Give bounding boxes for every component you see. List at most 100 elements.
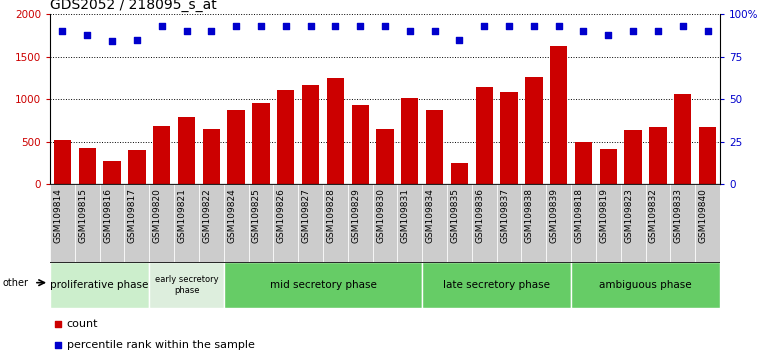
- Text: other: other: [2, 278, 28, 288]
- Text: GSM109818: GSM109818: [574, 188, 584, 243]
- Bar: [695, 184, 720, 262]
- Point: [156, 23, 168, 29]
- Bar: [600, 149, 617, 184]
- Text: GSM109823: GSM109823: [624, 188, 633, 243]
- Text: late secretory phase: late secretory phase: [444, 280, 550, 290]
- Text: GSM109835: GSM109835: [450, 188, 460, 243]
- Text: GDS2052 / 218095_s_at: GDS2052 / 218095_s_at: [50, 0, 217, 12]
- Point: [403, 28, 416, 34]
- Bar: [253, 103, 270, 184]
- Bar: [422, 262, 571, 308]
- Bar: [125, 184, 149, 262]
- Bar: [103, 161, 121, 184]
- Bar: [521, 184, 546, 262]
- Text: GSM109829: GSM109829: [351, 188, 360, 243]
- Bar: [674, 94, 691, 184]
- Bar: [621, 184, 645, 262]
- Text: GSM109839: GSM109839: [550, 188, 559, 243]
- Text: GSM109826: GSM109826: [276, 188, 286, 243]
- Point: [578, 28, 590, 34]
- Text: GSM109831: GSM109831: [401, 188, 410, 243]
- Point: [428, 28, 440, 34]
- Text: mid secretory phase: mid secretory phase: [270, 280, 377, 290]
- Point: [677, 23, 689, 29]
- Bar: [326, 78, 344, 184]
- Bar: [352, 105, 369, 184]
- Text: GSM109822: GSM109822: [203, 188, 211, 243]
- Bar: [624, 130, 641, 184]
- Point: [379, 23, 391, 29]
- Bar: [224, 262, 422, 308]
- Point: [205, 28, 217, 34]
- Text: GSM109814: GSM109814: [53, 188, 62, 243]
- Text: early secretory
phase: early secretory phase: [155, 275, 219, 295]
- Point: [627, 28, 639, 34]
- Bar: [500, 92, 517, 184]
- Bar: [203, 129, 220, 184]
- Text: GSM109834: GSM109834: [426, 188, 434, 243]
- Bar: [249, 184, 273, 262]
- Text: GSM109819: GSM109819: [599, 188, 608, 243]
- Text: GSM109815: GSM109815: [79, 188, 87, 243]
- Bar: [323, 184, 348, 262]
- Bar: [50, 184, 75, 262]
- Point: [106, 39, 119, 44]
- Bar: [397, 184, 422, 262]
- Point: [180, 28, 192, 34]
- Bar: [99, 184, 125, 262]
- Bar: [525, 77, 543, 184]
- Point: [52, 321, 64, 327]
- Point: [280, 23, 292, 29]
- Bar: [671, 184, 695, 262]
- Text: GSM109833: GSM109833: [674, 188, 683, 243]
- Bar: [699, 127, 716, 184]
- Bar: [178, 117, 196, 184]
- Bar: [649, 127, 667, 184]
- Bar: [348, 184, 373, 262]
- Bar: [472, 184, 497, 262]
- Point: [52, 342, 64, 348]
- Bar: [149, 262, 224, 308]
- Bar: [373, 184, 397, 262]
- Point: [131, 37, 143, 42]
- Bar: [199, 184, 224, 262]
- Bar: [153, 126, 170, 184]
- Text: GSM109832: GSM109832: [649, 188, 658, 243]
- Bar: [227, 110, 245, 184]
- Bar: [277, 90, 294, 184]
- Bar: [550, 46, 567, 184]
- Text: GSM109821: GSM109821: [178, 188, 186, 243]
- Point: [230, 23, 243, 29]
- Bar: [422, 184, 447, 262]
- Bar: [149, 184, 174, 262]
- Bar: [447, 184, 472, 262]
- Bar: [574, 142, 592, 184]
- Bar: [476, 87, 493, 184]
- Text: GSM109838: GSM109838: [525, 188, 534, 243]
- Point: [602, 32, 614, 38]
- Bar: [571, 262, 720, 308]
- Point: [330, 23, 342, 29]
- Text: GSM109817: GSM109817: [128, 188, 137, 243]
- Text: GSM109837: GSM109837: [500, 188, 509, 243]
- Bar: [571, 184, 596, 262]
- Bar: [302, 85, 320, 184]
- Point: [56, 28, 69, 34]
- Text: GSM109828: GSM109828: [326, 188, 336, 243]
- Text: percentile rank within the sample: percentile rank within the sample: [67, 340, 255, 350]
- Bar: [546, 184, 571, 262]
- Bar: [377, 129, 393, 184]
- Bar: [50, 262, 149, 308]
- Text: ambiguous phase: ambiguous phase: [599, 280, 691, 290]
- Point: [701, 28, 714, 34]
- Bar: [298, 184, 323, 262]
- Point: [651, 28, 664, 34]
- Text: GSM109836: GSM109836: [475, 188, 484, 243]
- Bar: [426, 110, 444, 184]
- Text: GSM109816: GSM109816: [103, 188, 112, 243]
- Bar: [450, 163, 468, 184]
- Bar: [497, 184, 521, 262]
- Bar: [645, 184, 671, 262]
- Point: [553, 23, 565, 29]
- Text: GSM109830: GSM109830: [376, 188, 385, 243]
